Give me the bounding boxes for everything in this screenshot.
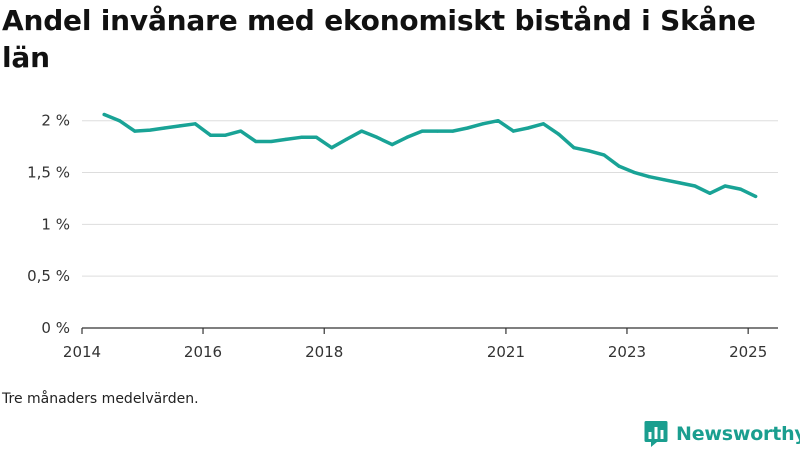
data-point xyxy=(269,139,273,144)
data-point xyxy=(239,129,243,133)
data-point xyxy=(496,119,500,123)
y-axis-labels: 0 % 0,5 % 1 % 1,5 % 2 % xyxy=(27,112,70,337)
data-point xyxy=(572,146,576,150)
y-tick-label: 2 % xyxy=(41,112,70,130)
data-point xyxy=(693,184,697,188)
data-point xyxy=(390,142,394,147)
data-point xyxy=(102,112,106,117)
data-point xyxy=(254,139,258,144)
data-point xyxy=(375,135,379,139)
data-point xyxy=(193,122,197,126)
data-point xyxy=(587,149,591,153)
data-point xyxy=(133,129,137,133)
y-tick-label: 1 % xyxy=(41,215,70,233)
data-point xyxy=(314,135,319,139)
x-tick-label: 2016 xyxy=(184,343,222,361)
data-point xyxy=(754,194,758,198)
x-tick-label: 2014 xyxy=(63,343,101,361)
data-point xyxy=(632,170,637,175)
data-point xyxy=(284,137,288,141)
data-point xyxy=(178,124,182,128)
x-axis xyxy=(81,327,778,334)
chart-note: Tre månaders medelvärden. xyxy=(2,391,199,407)
data-point xyxy=(330,146,334,150)
y-tick-label: 1,5 % xyxy=(27,164,70,182)
data-point xyxy=(678,181,682,185)
data-point xyxy=(557,132,561,136)
x-tick-label: 2025 xyxy=(729,343,767,361)
data-point xyxy=(299,135,303,139)
data-point xyxy=(420,129,424,133)
newsworthy-logo-icon xyxy=(644,421,668,447)
data-point xyxy=(208,133,213,137)
data-point xyxy=(738,187,742,191)
series-line xyxy=(102,112,758,199)
data-point xyxy=(647,175,651,179)
data-point xyxy=(223,133,228,137)
data-point xyxy=(148,128,152,132)
data-point xyxy=(481,122,485,126)
y-tick-label: 0,5 % xyxy=(27,267,70,285)
data-point xyxy=(708,191,712,195)
y-tick-label: 0 % xyxy=(41,319,70,337)
data-point xyxy=(511,129,515,133)
series-layer xyxy=(102,112,758,199)
data-point xyxy=(344,137,349,141)
data-point xyxy=(451,129,455,133)
data-point xyxy=(360,129,364,133)
data-point xyxy=(541,122,546,126)
data-point xyxy=(405,135,409,139)
x-tick-label: 2023 xyxy=(608,343,646,361)
data-point xyxy=(617,164,621,168)
data-point xyxy=(466,126,470,130)
x-tick-label: 2018 xyxy=(305,343,343,361)
x-axis-labels: 2014 2016 2018 2021 2023 2025 xyxy=(63,343,767,361)
data-point xyxy=(163,126,167,130)
brand[interactable]: Newsworthy xyxy=(644,419,800,449)
data-point xyxy=(723,184,727,188)
data-point xyxy=(526,126,530,130)
data-point xyxy=(602,153,606,157)
data-point xyxy=(662,178,667,182)
x-tick-label: 2021 xyxy=(487,343,525,361)
grid-lines xyxy=(82,120,778,277)
brand-name: Newsworthy xyxy=(676,423,800,445)
chart-title: Andel invånare med ekonomiskt bistånd i … xyxy=(2,4,756,74)
data-point xyxy=(117,119,122,123)
data-point xyxy=(435,129,440,133)
